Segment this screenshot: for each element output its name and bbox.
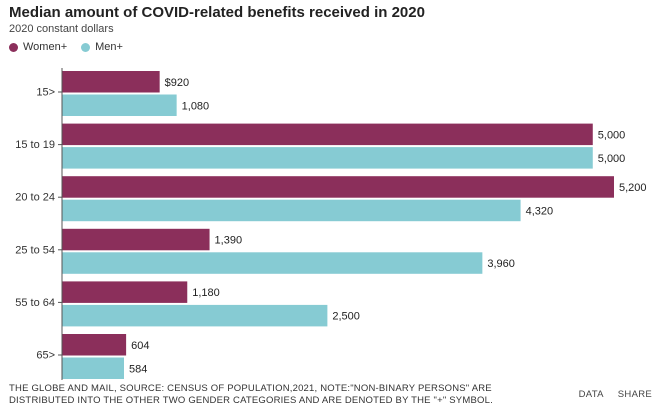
data-label: 584 [129, 363, 147, 375]
data-label: 4,320 [526, 205, 554, 217]
bar-men [62, 94, 177, 116]
bar-men [62, 357, 124, 379]
bar-chart: 15> $920 1,080 15 to 19 5,000 5,000 20 to 24 5,… [15, 68, 647, 380]
category-label: 25 to 54 [15, 244, 55, 256]
legend-swatch-men [81, 42, 91, 52]
data-label: $920 [165, 77, 189, 89]
chart-title: Median amount of COVID-related benefits … [9, 4, 425, 21]
source-footnote: THE GLOBE AND MAIL, SOURCE: CENSUS OF PO… [9, 383, 493, 407]
bar-men [62, 147, 593, 169]
bar-women [62, 176, 614, 198]
bar-men [62, 199, 521, 222]
category-label: 15> [36, 87, 55, 99]
chart-actions: DATA SHARE [579, 389, 652, 400]
legend-label-men: Men+ [95, 41, 123, 53]
data-label: 2,500 [332, 311, 360, 323]
category-label: 55 to 64 [15, 297, 55, 309]
share-link[interactable]: SHARE [617, 389, 652, 400]
data-label: 5,000 [598, 153, 626, 165]
bar-men [62, 304, 328, 327]
data-label: 1,390 [215, 235, 243, 247]
data-label: 5,200 [619, 182, 647, 194]
data-label: 604 [131, 340, 149, 352]
bar-men [62, 252, 483, 274]
legend-item-men: Men+ [81, 41, 123, 53]
bar-women [62, 281, 188, 303]
category-label: 65> [36, 350, 55, 362]
legend-label-women: Women+ [23, 41, 68, 53]
data-label: 5,000 [598, 129, 626, 141]
data-label: 1,080 [182, 100, 210, 112]
legend-item-women: Women+ [9, 41, 67, 53]
chart-subtitle: 2020 constant dollars [9, 23, 114, 35]
bar-women [62, 123, 593, 146]
bar-women [62, 334, 127, 356]
footnote-line-2: DISTRIBUTED INTO THE OTHER TWO GENDER CA… [9, 395, 493, 406]
category-label: 20 to 24 [15, 192, 55, 204]
data-label: 1,180 [192, 287, 220, 299]
legend-swatch-women [9, 42, 18, 52]
data-link[interactable]: DATA [578, 389, 604, 400]
bar-women [62, 228, 210, 251]
data-label: 3,960 [487, 258, 515, 270]
bar-women [62, 71, 160, 93]
footnote-line-1: THE GLOBE AND MAIL, SOURCE: CENSUS OF PO… [9, 383, 492, 394]
legend: Women+ Men+ [9, 41, 123, 53]
category-label: 15 to 19 [15, 139, 55, 151]
